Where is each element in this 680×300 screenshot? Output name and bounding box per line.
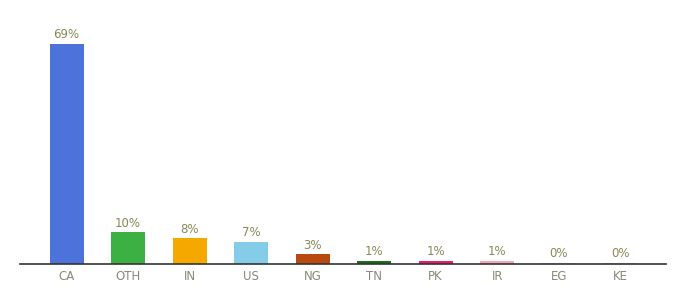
Text: 0%: 0% xyxy=(549,248,568,260)
Text: 1%: 1% xyxy=(426,245,445,258)
Bar xyxy=(542,263,575,264)
Text: 0%: 0% xyxy=(611,248,630,260)
Bar xyxy=(234,242,268,264)
Text: 69%: 69% xyxy=(54,28,80,41)
Text: 1%: 1% xyxy=(488,245,507,258)
Text: 3%: 3% xyxy=(303,239,322,252)
Bar xyxy=(357,261,391,264)
Text: 1%: 1% xyxy=(365,245,384,258)
Text: 8%: 8% xyxy=(180,223,199,236)
Bar xyxy=(296,254,330,264)
Bar xyxy=(50,44,84,264)
Bar xyxy=(603,263,637,264)
Text: 10%: 10% xyxy=(115,217,141,230)
Text: 7%: 7% xyxy=(242,226,260,239)
Bar xyxy=(480,261,514,264)
Bar xyxy=(419,261,453,264)
Bar xyxy=(173,238,207,264)
Bar xyxy=(112,232,145,264)
